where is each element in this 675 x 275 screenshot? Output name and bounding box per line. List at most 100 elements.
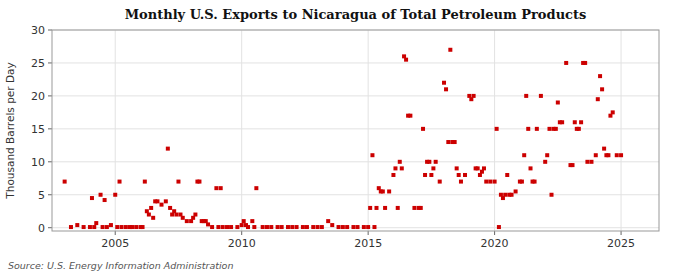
point <box>421 127 425 131</box>
point <box>166 147 170 151</box>
point <box>225 225 229 229</box>
point <box>250 219 254 223</box>
point <box>88 225 92 229</box>
point <box>444 87 448 91</box>
y-tick <box>48 95 52 96</box>
point <box>543 160 547 164</box>
point <box>427 160 431 164</box>
y-tick-label: 0 <box>38 222 45 235</box>
y-tick <box>48 194 52 195</box>
point <box>577 127 581 131</box>
point <box>560 120 564 124</box>
point <box>370 153 374 157</box>
point <box>206 222 210 226</box>
point <box>510 193 514 197</box>
point <box>185 219 189 223</box>
point <box>120 225 124 229</box>
point <box>539 94 543 98</box>
point <box>400 166 404 170</box>
point <box>92 225 96 229</box>
source-note: Source: U.S. Energy Information Administ… <box>8 260 233 271</box>
x-tick <box>494 231 495 235</box>
point <box>115 225 119 229</box>
point <box>305 225 309 229</box>
point <box>311 225 315 229</box>
point <box>101 225 105 229</box>
y-axis-label: Thousand Barrels per Day <box>4 62 16 199</box>
point <box>583 61 587 65</box>
point <box>448 48 452 52</box>
chart: 05101520253020052010201520202025Monthly … <box>0 0 675 275</box>
point <box>419 206 423 210</box>
point <box>615 153 619 157</box>
point <box>533 180 537 184</box>
point <box>391 173 395 177</box>
point <box>381 189 385 193</box>
point <box>103 198 107 202</box>
point <box>598 74 602 78</box>
point <box>547 127 551 131</box>
point <box>438 180 442 184</box>
point <box>535 127 539 131</box>
point <box>280 225 284 229</box>
point <box>316 225 320 229</box>
point <box>396 206 400 210</box>
point <box>529 166 533 170</box>
point <box>550 193 554 197</box>
point <box>472 94 476 98</box>
point <box>488 180 492 184</box>
point <box>326 219 330 223</box>
point <box>573 120 577 124</box>
grid <box>52 30 659 231</box>
x-tick <box>241 231 242 235</box>
point <box>149 206 153 210</box>
point <box>210 225 214 229</box>
point <box>261 225 265 229</box>
y-grid-line <box>52 161 659 162</box>
y-tick-label: 15 <box>31 123 45 136</box>
point <box>151 216 155 220</box>
point <box>193 213 197 217</box>
point <box>240 223 244 227</box>
point <box>69 225 73 229</box>
x-tick-label: 2005 <box>101 237 129 250</box>
point <box>619 153 623 157</box>
y-tick <box>48 227 52 228</box>
point <box>164 199 168 203</box>
point <box>362 225 366 229</box>
point <box>505 173 509 177</box>
point <box>524 94 528 98</box>
point <box>484 180 488 184</box>
point <box>493 180 497 184</box>
x-tick-label: 2015 <box>354 237 382 250</box>
point <box>374 206 378 210</box>
point <box>383 206 387 210</box>
point <box>320 225 324 229</box>
point <box>242 219 246 223</box>
point <box>372 225 376 229</box>
point <box>554 127 558 131</box>
point <box>295 225 299 229</box>
point <box>221 225 225 229</box>
point <box>423 173 427 177</box>
x-tick-label: 2020 <box>481 237 509 250</box>
point <box>571 163 575 167</box>
y-grid-line <box>52 128 659 129</box>
point <box>564 61 568 65</box>
point <box>147 213 151 217</box>
point <box>113 193 117 197</box>
y-tick-label: 25 <box>31 57 45 70</box>
point <box>197 180 201 184</box>
point <box>105 225 109 229</box>
point <box>526 127 530 131</box>
point <box>459 180 463 184</box>
point <box>143 180 147 184</box>
y-tick-label: 20 <box>31 90 45 103</box>
plot-area <box>52 30 659 231</box>
point <box>366 225 370 229</box>
point <box>520 180 524 184</box>
point <box>514 189 518 193</box>
point <box>63 180 67 184</box>
axes: 05101520253020052010201520202025 <box>31 24 659 250</box>
point <box>495 127 499 131</box>
